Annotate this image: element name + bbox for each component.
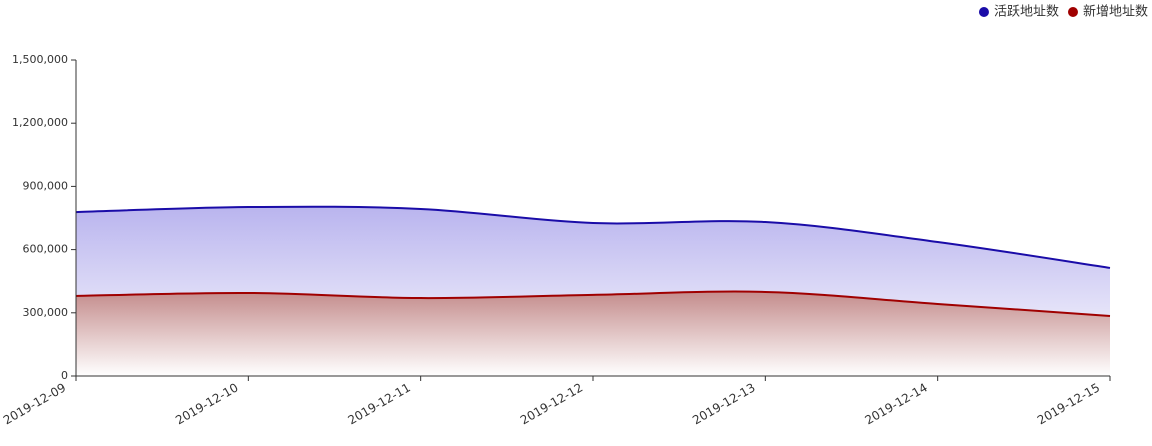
y-tick-label: 300,000 [23,306,69,319]
y-tick-label: 600,000 [23,243,69,256]
x-tick-label: 2019-12-11 [346,380,413,427]
area-fill [76,291,1110,376]
legend-label: 新增地址数 [1083,4,1148,20]
series-line [75,290,1111,317]
x-tick-label: 2019-12-15 [1035,380,1102,427]
x-tick-label: 2019-12-10 [173,380,240,427]
x-tick-label: 2019-12-14 [863,380,930,427]
x-tick-label: 2019-12-13 [690,380,757,427]
y-tick-label: 900,000 [23,179,69,192]
y-tick-label: 0 [61,369,68,382]
y-tick-label: 1,500,000 [12,53,68,66]
legend-marker [1067,7,1078,17]
series-line [75,205,1111,269]
x-tick-label: 2019-12-09 [1,380,68,427]
legend-label: 活跃地址数 [994,5,1059,20]
y-tick-label: 1,200,000 [12,116,68,129]
legend-marker [978,7,989,17]
x-tick-label: 2019-12-12 [518,380,585,427]
